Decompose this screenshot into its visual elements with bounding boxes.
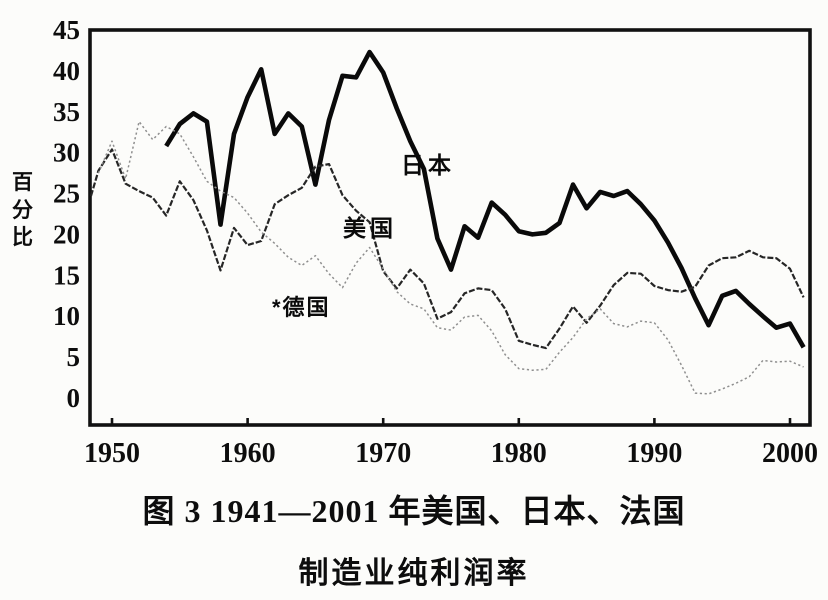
y-tick-label: 15 <box>53 260 80 290</box>
plot-frame <box>88 28 812 427</box>
y-tick-label: 45 <box>53 15 80 45</box>
x-tick-label: 1950 <box>84 438 140 469</box>
series-label-usa: 美国 <box>343 215 397 241</box>
profit-rate-line-chart: 1950 1960 1970 1980 1990 2000 0 5 10 15 20 25 30 35 40… <box>53 15 818 469</box>
y-tick-label: 40 <box>53 56 80 86</box>
x-tick-label: 1980 <box>491 438 547 469</box>
x-tick-label: 1960 <box>220 438 276 469</box>
y-tick-label: 30 <box>53 138 80 168</box>
y-tick-label: 20 <box>53 219 80 249</box>
x-tick-label: 1970 <box>355 438 411 469</box>
y-axis-label: 百分比 <box>12 171 33 250</box>
x-tick-label: 2000 <box>762 438 818 469</box>
y-tick-label: 10 <box>53 301 80 331</box>
y-tick-label: 0 <box>67 383 81 413</box>
y-tick-label: 25 <box>53 179 80 209</box>
series-label-germany: *德国 <box>272 295 331 320</box>
x-tick-label: 1990 <box>626 438 682 469</box>
series-line-日本 <box>164 49 806 349</box>
y-tick-label: 5 <box>67 342 81 372</box>
series-label-japan: 日本 <box>401 152 455 178</box>
series-line-美国 <box>89 148 805 350</box>
series-line-德国 <box>97 120 804 395</box>
y-tick-label: 35 <box>53 97 80 127</box>
figure-caption-line2: 制造业纯利润率 <box>298 557 530 590</box>
figure-caption-line1: 图 3 1941—2001 年美国、日本、法国 <box>142 493 686 529</box>
